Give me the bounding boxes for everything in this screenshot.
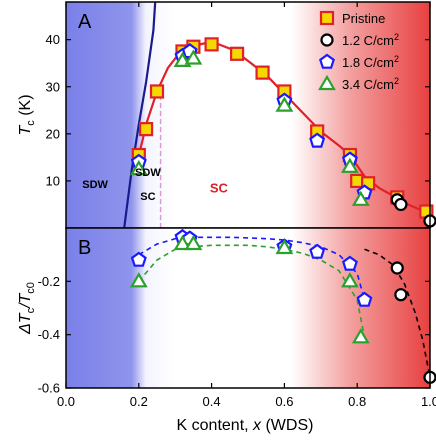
y-axis-title: Tc (K) [17,94,37,135]
legend-marker [319,53,335,69]
y-tick-label: 30 [46,79,60,94]
data-point [340,157,359,173]
region-label: SDW [82,179,108,191]
data-point [184,49,203,65]
data-point [275,96,294,112]
data-point [394,197,408,212]
x-tick-label: 0.2 [130,394,148,409]
x-axis-title: K content, x (WDS) [177,417,314,434]
data-point [129,159,148,176]
x-tick-label: 0.0 [57,394,75,409]
data-point [255,65,270,80]
x-tick-label: 0.6 [275,394,293,409]
y-tick-label: 10 [46,173,60,188]
data-point [129,272,148,288]
panel-letter: B [78,237,91,259]
region-label: SC [140,191,155,203]
y-axis-title: ΔTc/Tc0 [17,282,37,335]
data-point [351,328,370,344]
panel-b: -0.6 -0.4 -0.2 B ΔTc/Tc0 [17,227,436,396]
x-tick-label: 1.0 [421,394,436,409]
legend-marker [319,10,335,26]
data-point [309,132,326,148]
x-axis: 0.0 0.2 0.4 0.6 0.8 1.0 [57,2,436,409]
x-tick-label: 0.8 [348,394,366,409]
data-point [130,251,147,267]
phase-boundary-line [123,1,157,229]
data-point [275,238,294,255]
panel-a: SDW SDW SC SC 10 20 30 40 A Tc (K) [17,1,436,229]
region-label: SDW [135,167,161,179]
data-point [340,272,359,288]
y-tick-label: -0.4 [38,327,60,342]
data-point [184,234,203,251]
panel-background [66,228,430,388]
data-point [229,46,245,61]
x-tick-label: 0.4 [203,394,221,409]
guide-line [138,236,366,301]
legend-label: 1.8 C/cm2 [342,54,399,70]
y-tick-label: -0.2 [38,274,60,289]
panel-letter: A [78,11,92,33]
y-tick-label: -0.6 [38,381,60,396]
legend-label: 3.4 C/cm2 [342,76,399,92]
data-point [173,234,192,251]
data-point [342,255,358,271]
y-tick-label: 20 [46,126,60,141]
data-point [138,122,154,137]
data-point [356,291,373,307]
legend-marker [320,33,334,47]
data-point [204,37,219,52]
plot-frame [65,227,431,389]
legend: Pristine 1.2 C/cm2 1.8 C/cm2 3.4 C/cm2 [318,10,399,92]
legend-label: Pristine [342,11,385,26]
data-point [351,190,370,206]
region-label: SC [210,181,229,196]
legend-marker [318,74,336,91]
data-point [394,288,408,302]
legend-label: 1.2 C/cm2 [342,32,399,48]
data-point [149,84,165,99]
data-point [390,261,404,275]
y-tick-label: 40 [46,32,60,47]
data-point [309,243,326,259]
guide-line [364,248,431,378]
